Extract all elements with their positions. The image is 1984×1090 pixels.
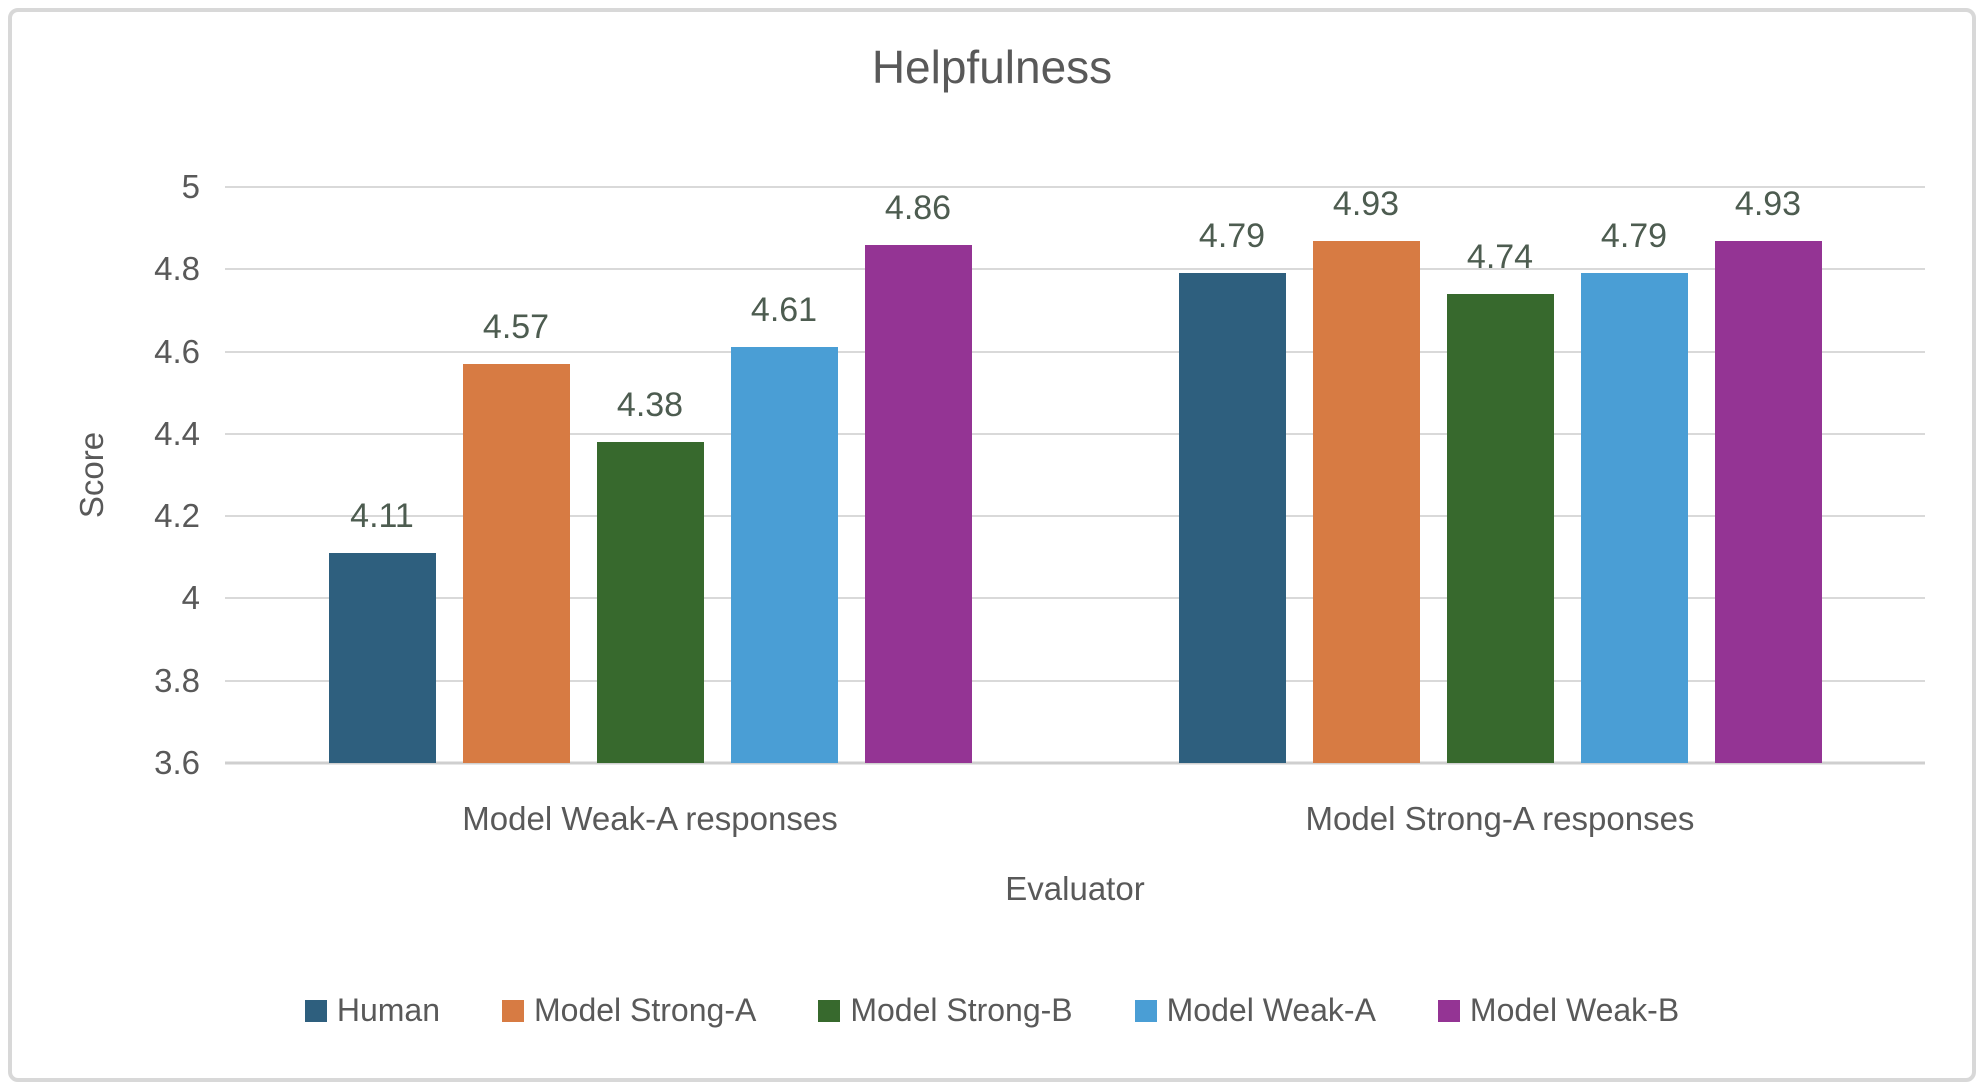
- bar-column: 4.61: [730, 187, 838, 763]
- bar: [1178, 273, 1286, 763]
- x-category-labels: Model Weak-A responses Model Strong-A res…: [225, 800, 1925, 838]
- bar-column: 4.38: [596, 187, 704, 763]
- x-axis-title: Evaluator: [1005, 870, 1145, 907]
- legend-label: Human: [336, 992, 440, 1028]
- gridline: [225, 432, 1925, 435]
- bar-value-label: 4.79: [1600, 217, 1668, 256]
- y-axis-tick-labels: 3.6 3.8 4 4.2 4.4 4.6 4.8 5: [0, 170, 200, 780]
- legend-swatch-icon: [1134, 999, 1157, 1022]
- y-tick-label: 3.6: [154, 744, 200, 781]
- bar: [864, 244, 972, 763]
- bar-value-label: 4.93: [1332, 185, 1400, 223]
- bar-value-label: 4.74: [1466, 237, 1534, 276]
- bar-group: 4.11 4.57 4.38 4.61 4.86: [225, 187, 1075, 763]
- bar-column: 4.11: [328, 187, 436, 763]
- y-tick-label: 5: [181, 168, 200, 205]
- y-tick-label: 4.4: [154, 414, 200, 452]
- bar-column: 4.86: [864, 187, 972, 763]
- gridline: [225, 515, 1925, 518]
- bar-column: 4.79: [1580, 187, 1688, 763]
- gridline: [225, 186, 1925, 188]
- bar-column: 4.93: [1714, 185, 1822, 763]
- bar-value-label: 4.38: [616, 386, 684, 425]
- legend-item: Model Strong-A: [501, 992, 757, 1029]
- legend-item: Model Strong-B: [818, 992, 1073, 1029]
- bar-value-label: 4.61: [750, 291, 818, 330]
- x-category-label: Model Weak-A responses: [462, 800, 838, 837]
- bar-column: 4.93: [1312, 185, 1420, 763]
- bar: [1580, 273, 1688, 763]
- bar-groups: 4.11 4.57 4.38 4.61 4.86 4.79 4.93 4.74 4.79 4.93: [225, 187, 1925, 763]
- y-tick-label: 4.8: [154, 250, 200, 288]
- bar: [462, 363, 570, 763]
- chart-title: Helpfulness: [871, 41, 1113, 93]
- legend-swatch-icon: [304, 999, 327, 1022]
- gridline: [225, 597, 1925, 600]
- legend-item: Model Weak-A: [1134, 992, 1376, 1029]
- bar-value-label: 4.11: [350, 497, 414, 536]
- bar-value-label: 4.79: [1198, 217, 1266, 256]
- y-tick-label: 4.2: [154, 497, 200, 535]
- legend-label: Model Strong-B: [850, 992, 1073, 1028]
- y-tick-label: 3.8: [154, 661, 200, 699]
- legend-swatch-icon: [501, 999, 524, 1022]
- bar-value-label: 4.93: [1734, 185, 1802, 223]
- legend-label: Model Weak-A: [1166, 992, 1376, 1028]
- bar-column: 4.57: [462, 187, 570, 763]
- gridline: [225, 268, 1925, 271]
- bar-column: 4.74: [1446, 187, 1554, 763]
- bar: [730, 347, 838, 763]
- legend-label: Model Weak-B: [1469, 992, 1680, 1028]
- x-axis-baseline: [225, 761, 1925, 765]
- legend-swatch-icon: [1437, 999, 1460, 1022]
- bar-group: 4.79 4.93 4.74 4.79 4.93: [1075, 187, 1925, 763]
- bar: [328, 553, 436, 763]
- y-tick-label: 4.6: [154, 332, 200, 370]
- legend-label: Model Strong-A: [533, 992, 757, 1028]
- legend-item: Human: [304, 992, 440, 1029]
- x-category-label: Model Strong-A responses: [1305, 800, 1695, 837]
- bar-value-label: 4.86: [884, 188, 952, 227]
- legend-swatch-icon: [818, 999, 841, 1022]
- legend: Human Model Strong-A Model Strong-B Model W…: [0, 992, 1984, 1029]
- gridline: [225, 350, 1925, 353]
- bar: [1312, 241, 1420, 763]
- gridline: [225, 679, 1925, 682]
- bar-value-label: 4.57: [482, 307, 550, 346]
- bar-column: 4.79: [1178, 187, 1286, 763]
- bar: [1446, 293, 1554, 763]
- bar: [1714, 241, 1822, 763]
- bar: [596, 442, 704, 763]
- plot-area: 4.11 4.57 4.38 4.61 4.86 4.79 4.93 4.74 4.79 4.93: [225, 186, 1925, 765]
- y-tick-label: 4: [181, 579, 200, 617]
- legend-item: Model Weak-B: [1437, 992, 1680, 1029]
